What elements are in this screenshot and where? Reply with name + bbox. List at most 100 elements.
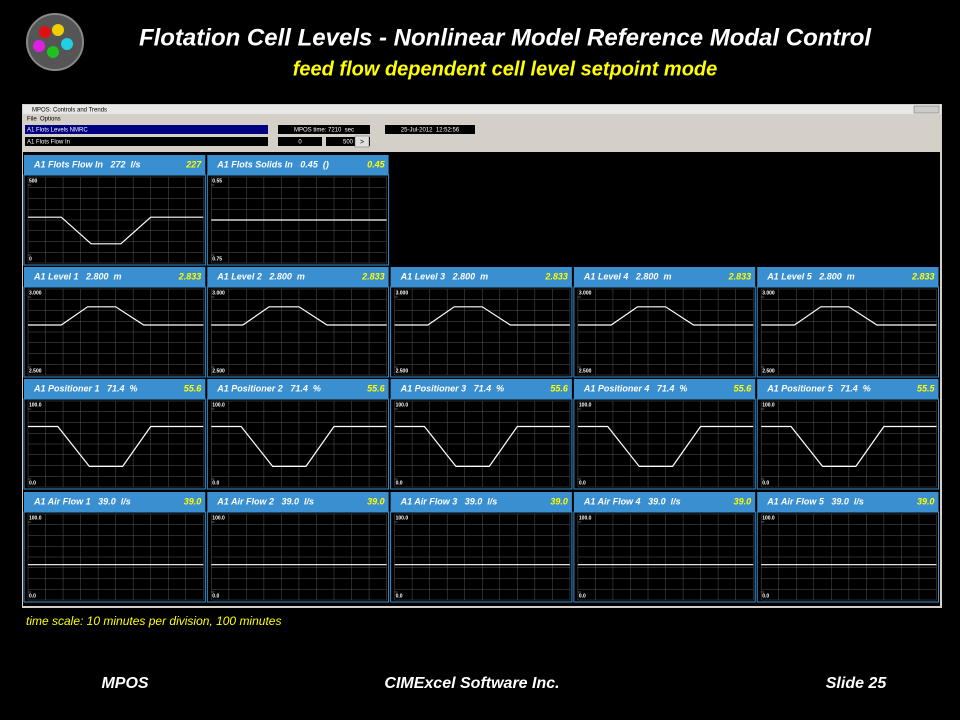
- panel-title: A1 Positioner 4 71.4 %: [583, 383, 688, 393]
- field[interactable]: [278, 137, 322, 146]
- y-tick-label: 3.000: [762, 290, 775, 296]
- y-tick-label: 0.0: [29, 593, 36, 599]
- panel-title: A1 Positioner 3 71.4 %: [400, 383, 505, 393]
- panel-title: A1 Flots Solids In 0.45 (): [216, 159, 329, 169]
- panel-title: A1 Level 2 2.800 m: [216, 271, 305, 281]
- trend-line: [761, 306, 937, 326]
- y-tick-label: 0.0: [579, 480, 586, 486]
- y-tick-label: 3.000: [212, 290, 225, 296]
- y-tick-label: 100.0: [579, 515, 592, 521]
- panel-header: [757, 379, 939, 399]
- menu-item[interactable]: File: [27, 117, 37, 123]
- trend-line: [761, 425, 937, 467]
- y-tick-label: 100.0: [212, 402, 225, 408]
- trend-line: [211, 306, 387, 326]
- y-tick-label: 0.55: [212, 178, 222, 184]
- panel-value: 55.6: [367, 383, 386, 393]
- panel-value: 2.833: [178, 271, 202, 281]
- y-tick-label: 100.0: [212, 515, 225, 521]
- panel-value: 39.0: [367, 496, 385, 506]
- y-tick-label: 0.0: [212, 480, 219, 486]
- panel-value: 55.6: [734, 383, 753, 393]
- y-tick-label: 3.000: [29, 290, 42, 296]
- y-tick-label: 500: [29, 178, 38, 184]
- panel-value: 2.833: [544, 271, 568, 281]
- footer-right: Slide 25: [826, 675, 888, 692]
- y-tick-label: 2.500: [396, 368, 409, 374]
- panel-title: A1 Positioner 1 71.4 %: [33, 383, 138, 393]
- panel-header: [390, 379, 572, 399]
- y-tick-label: 0.0: [212, 593, 219, 599]
- y-tick-label: 100.0: [579, 402, 592, 408]
- panel-header: [207, 492, 389, 512]
- y-tick-label: 0.0: [762, 593, 769, 599]
- y-tick-label: 0.0: [396, 480, 403, 486]
- panel-value: 2.833: [911, 271, 935, 281]
- panel-value: 39.0: [917, 496, 935, 506]
- y-tick-label: 0: [29, 256, 32, 262]
- select-text: A1 Flots Levels NMRC: [27, 128, 88, 134]
- slide-title: Flotation Cell Levels - Nonlinear Model …: [139, 24, 872, 51]
- footer-center: CIMExcel Software Inc.: [384, 675, 559, 692]
- panel-title: A1 Air Flow 4 39.0 l/s: [583, 496, 681, 506]
- panel-header: [573, 492, 756, 512]
- panel-header: [390, 492, 572, 512]
- panel-header: [573, 267, 756, 287]
- field-text: 0: [298, 140, 302, 146]
- button-text: >: [360, 139, 364, 146]
- field: [385, 125, 475, 134]
- y-tick-label: 100.0: [29, 402, 42, 408]
- y-tick-label: 100.0: [396, 402, 409, 408]
- field: [278, 125, 370, 134]
- menu-item[interactable]: Options: [40, 117, 61, 123]
- field-text: 500: [343, 140, 354, 146]
- panel-header: [757, 492, 939, 512]
- y-tick-label: 100.0: [762, 402, 775, 408]
- y-tick-label: 0.75: [212, 256, 222, 262]
- select-text: A1 Flots Flow In: [27, 140, 70, 146]
- panel-title: A1 Air Flow 5 39.0 l/s: [766, 496, 864, 506]
- trend-line: [577, 425, 754, 467]
- y-tick-label: 2.500: [762, 368, 775, 374]
- panel-value: 55.6: [550, 383, 569, 393]
- date-text: 25-Jul-2012 12:52:56: [401, 128, 460, 134]
- panel-header: [573, 379, 756, 399]
- y-tick-label: 0.0: [396, 593, 403, 599]
- trend-line: [394, 425, 570, 467]
- trend-line: [211, 425, 387, 467]
- panel-header: [390, 267, 572, 287]
- panel-header: [24, 492, 206, 512]
- logo: [26, 13, 84, 71]
- trend-line: [577, 306, 754, 326]
- panel-value: 39.0: [184, 496, 202, 506]
- note: time scale: 10 minutes per division, 100…: [26, 614, 281, 628]
- panel-title: A1 Level 3 2.800 m: [400, 271, 489, 281]
- y-tick-label: 100.0: [29, 515, 42, 521]
- y-tick-label: 0.0: [579, 593, 586, 599]
- button[interactable]: [354, 135, 370, 148]
- panel-header: [24, 155, 206, 175]
- panel-title: A1 Level 5 2.800 m: [766, 271, 855, 281]
- y-tick-label: 100.0: [762, 515, 775, 521]
- trend-line: [28, 306, 204, 326]
- y-tick-label: 3.000: [579, 290, 592, 296]
- field[interactable]: [326, 137, 370, 146]
- panel-header: [24, 379, 206, 399]
- trend-line: [28, 425, 204, 467]
- y-tick-label: 2.500: [212, 368, 225, 374]
- panel-title: A1 Level 4 2.800 m: [583, 271, 672, 281]
- y-tick-label: 2.500: [579, 368, 592, 374]
- select[interactable]: [25, 137, 268, 146]
- window-title: MPOS: Controls and Trends: [32, 108, 107, 114]
- panel-value: 39.0: [550, 496, 568, 506]
- panel-value: 2.833: [361, 271, 385, 281]
- slide-subtitle: feed flow dependent cell level setpoint …: [293, 58, 718, 80]
- panel-title: A1 Positioner 2 71.4 %: [216, 383, 321, 393]
- window-buttons[interactable]: [913, 105, 940, 114]
- panels: A1 Flots Flow In 272 l/s 227 500 0 A1 Flots …: [23, 155, 940, 603]
- trend-line: [394, 306, 570, 326]
- panel-value: 55.6: [184, 383, 203, 393]
- select[interactable]: [25, 125, 268, 134]
- panel-title: A1 Level 1 2.800 m: [33, 271, 122, 281]
